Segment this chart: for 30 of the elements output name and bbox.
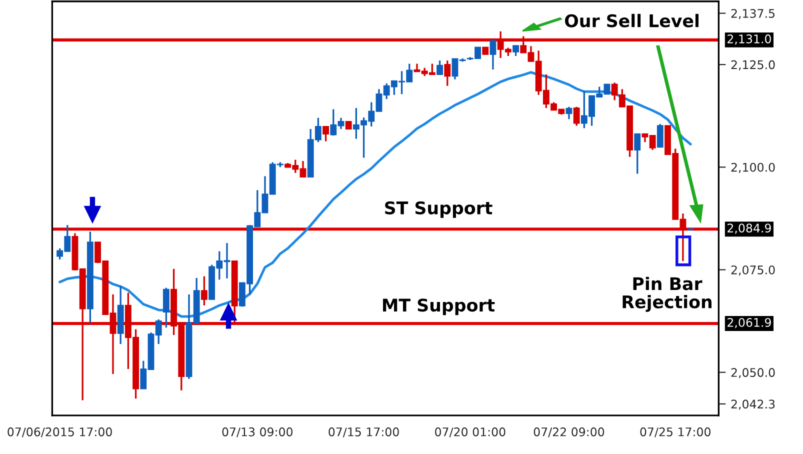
x-tick-label: 07/25 17:00 — [640, 427, 710, 438]
x-tick-label: 07/15 17:00 — [328, 427, 399, 438]
candlestick — [656, 123, 664, 148]
y-tick-label: 2,137.5 — [731, 8, 775, 20]
y-tick-label: 2,125.0 — [731, 60, 775, 70]
candlestick — [634, 133, 641, 175]
x-tick-label: 07/20 01:00 — [435, 427, 506, 438]
candlestick — [162, 286, 170, 328]
ref-line-label: 2,061.9 — [728, 318, 771, 328]
annotation: Our Sell Level — [565, 14, 699, 28]
x-tick-label: 07/06/2015 17:00 — [8, 427, 112, 438]
annotation: ST Support — [385, 201, 492, 218]
candlestick — [490, 40, 496, 70]
y-tick-label: 2,042.3 — [731, 400, 775, 410]
y-tick-label: 2,050.0 — [731, 368, 775, 378]
x-tick-label: 07/22 09:00 — [534, 427, 604, 438]
candlestick — [444, 60, 451, 87]
candlestick — [566, 106, 572, 120]
candlestick — [573, 106, 580, 127]
annotation: Pin Bar Rejection — [622, 276, 712, 312]
candlestick — [512, 44, 519, 57]
candlestick — [436, 60, 443, 76]
y-tick-label: 2,075.0 — [731, 265, 775, 276]
annotation: MT Support — [383, 298, 495, 316]
ref-line-label: 2,131.0 — [728, 34, 771, 45]
candlestick — [322, 126, 329, 142]
ref-line-label: 2,084.9 — [728, 224, 771, 234]
candlestick — [200, 275, 208, 306]
y-tick-label: 2,100.0 — [731, 162, 775, 174]
x-tick-label: 07/13 09:00 — [222, 427, 292, 438]
